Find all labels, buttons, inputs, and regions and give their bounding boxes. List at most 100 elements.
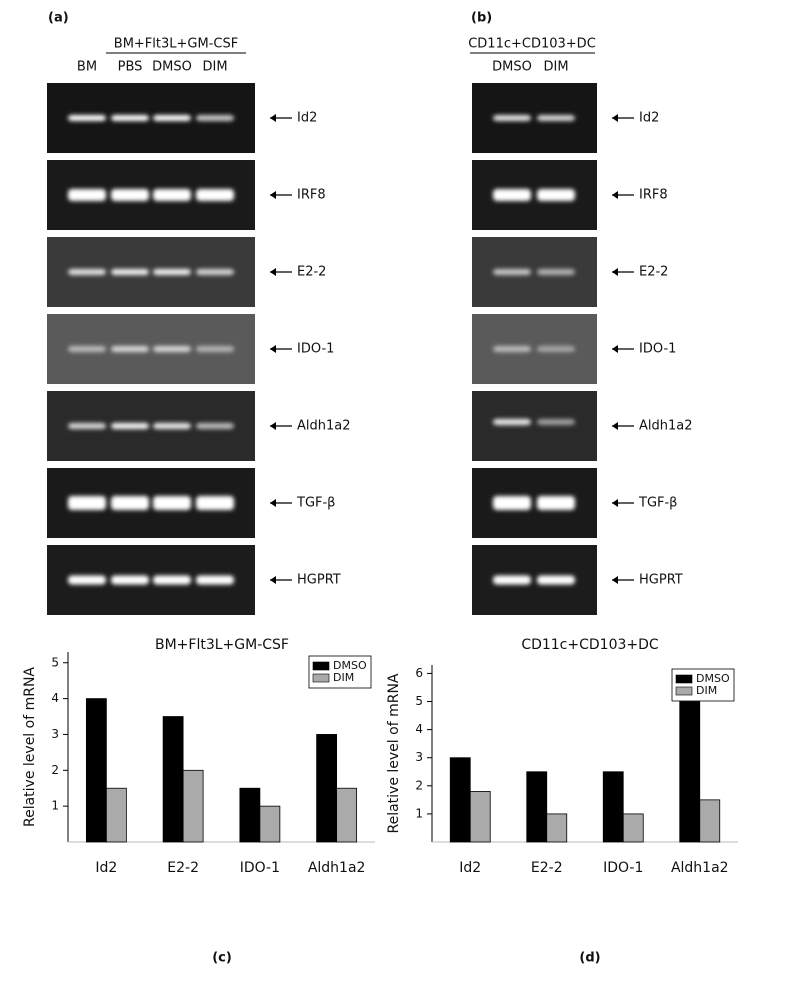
gel-band <box>196 346 234 352</box>
gel-band <box>153 189 191 201</box>
panel-caption: (c) <box>212 951 232 966</box>
legend-box <box>308 655 372 689</box>
x-tick-label: Id2 <box>95 860 117 876</box>
gel-band <box>68 115 106 121</box>
arrow-head <box>612 576 618 584</box>
group-header: CD11c+CD103+DC <box>468 37 596 52</box>
gel-band <box>493 346 531 352</box>
gel-band <box>196 423 234 429</box>
arrow-head <box>612 191 618 199</box>
gel-band <box>196 496 234 510</box>
gel-band <box>68 346 106 352</box>
gel-band <box>493 189 531 201</box>
gene-label: Aldh1a2 <box>297 419 351 434</box>
group-header: BM+Flt3L+GM-CSF <box>114 37 238 52</box>
gel-band <box>153 575 191 585</box>
panel-label: (b) <box>471 11 492 26</box>
bar <box>105 787 127 843</box>
bar <box>679 701 701 843</box>
gel-band <box>111 346 149 352</box>
gel-image <box>472 468 597 538</box>
gel-band <box>493 419 531 425</box>
gene-label: TGF-β <box>296 496 335 511</box>
y-tick-label: 3 <box>415 750 423 764</box>
gene-label: IRF8 <box>297 188 326 203</box>
gel-image <box>472 314 597 384</box>
bar <box>469 791 491 843</box>
y-tick-label: 5 <box>415 694 423 708</box>
gel-image <box>472 160 597 230</box>
gel-band <box>493 496 531 510</box>
gel-band <box>153 496 191 510</box>
arrow-head <box>270 114 276 122</box>
lane-label: DIM <box>543 60 568 75</box>
bar <box>622 813 644 843</box>
gel-band <box>68 496 106 510</box>
gene-label: IDO-1 <box>297 342 334 357</box>
gel-band <box>537 575 575 585</box>
y-tick-label: 2 <box>51 763 59 777</box>
gel-band <box>111 423 149 429</box>
gel-band <box>68 269 106 275</box>
gene-label: E2-2 <box>639 265 668 280</box>
gel-band <box>68 189 106 201</box>
gel-band <box>111 575 149 585</box>
bar <box>316 734 338 843</box>
x-tick-label: Aldh1a2 <box>671 860 729 876</box>
arrow-head <box>270 345 276 353</box>
lane-label: PBS <box>118 60 143 75</box>
bar <box>259 805 281 843</box>
legend-box <box>671 668 735 702</box>
x-tick-label: Id2 <box>459 860 481 876</box>
bar <box>182 769 204 843</box>
gel-band <box>196 189 234 201</box>
y-tick-label: 5 <box>51 655 59 669</box>
gel-band <box>537 115 575 121</box>
gene-label: HGPRT <box>297 573 341 588</box>
gene-label: IDO-1 <box>639 342 676 357</box>
y-tick-label: 2 <box>415 778 423 792</box>
arrow-head <box>612 345 618 353</box>
gene-label: TGF-β <box>638 496 677 511</box>
legend-label: DMSO <box>696 672 730 685</box>
gel-band <box>537 496 575 510</box>
gel-band <box>493 115 531 121</box>
bar <box>85 698 107 843</box>
arrow-head <box>612 114 618 122</box>
gel-band <box>153 423 191 429</box>
arrow-head <box>270 499 276 507</box>
gel-image <box>472 545 597 615</box>
legend-swatch <box>675 674 693 684</box>
y-tick-label: 4 <box>415 722 423 736</box>
arrow-head <box>270 576 276 584</box>
gene-label: E2-2 <box>297 265 326 280</box>
gel-band <box>537 269 575 275</box>
bar <box>239 787 261 843</box>
lane-label: BM <box>77 60 97 75</box>
gel-band <box>196 115 234 121</box>
panel-caption: (d) <box>579 951 600 966</box>
gel-image <box>472 391 597 461</box>
gel-band <box>153 269 191 275</box>
gel-band <box>537 419 575 425</box>
bar <box>526 771 548 843</box>
bar <box>162 716 184 843</box>
y-tick-label: 4 <box>51 691 59 705</box>
x-tick-label: E2-2 <box>531 860 563 876</box>
bar <box>602 771 624 843</box>
arrow-head <box>270 191 276 199</box>
bar <box>699 799 721 843</box>
gel-band <box>537 346 575 352</box>
x-tick-label: IDO-1 <box>240 860 280 876</box>
gel-band <box>153 346 191 352</box>
gel-image <box>472 237 597 307</box>
lane-label: DMSO <box>492 60 532 75</box>
gel-band <box>111 115 149 121</box>
x-tick-label: E2-2 <box>167 860 199 876</box>
y-axis-label: Relative level of mRNA <box>22 667 38 827</box>
legend-swatch <box>312 661 330 671</box>
legend-swatch <box>675 686 693 696</box>
gel-band <box>537 189 575 201</box>
gene-label: Id2 <box>297 111 317 126</box>
gel-band <box>196 575 234 585</box>
